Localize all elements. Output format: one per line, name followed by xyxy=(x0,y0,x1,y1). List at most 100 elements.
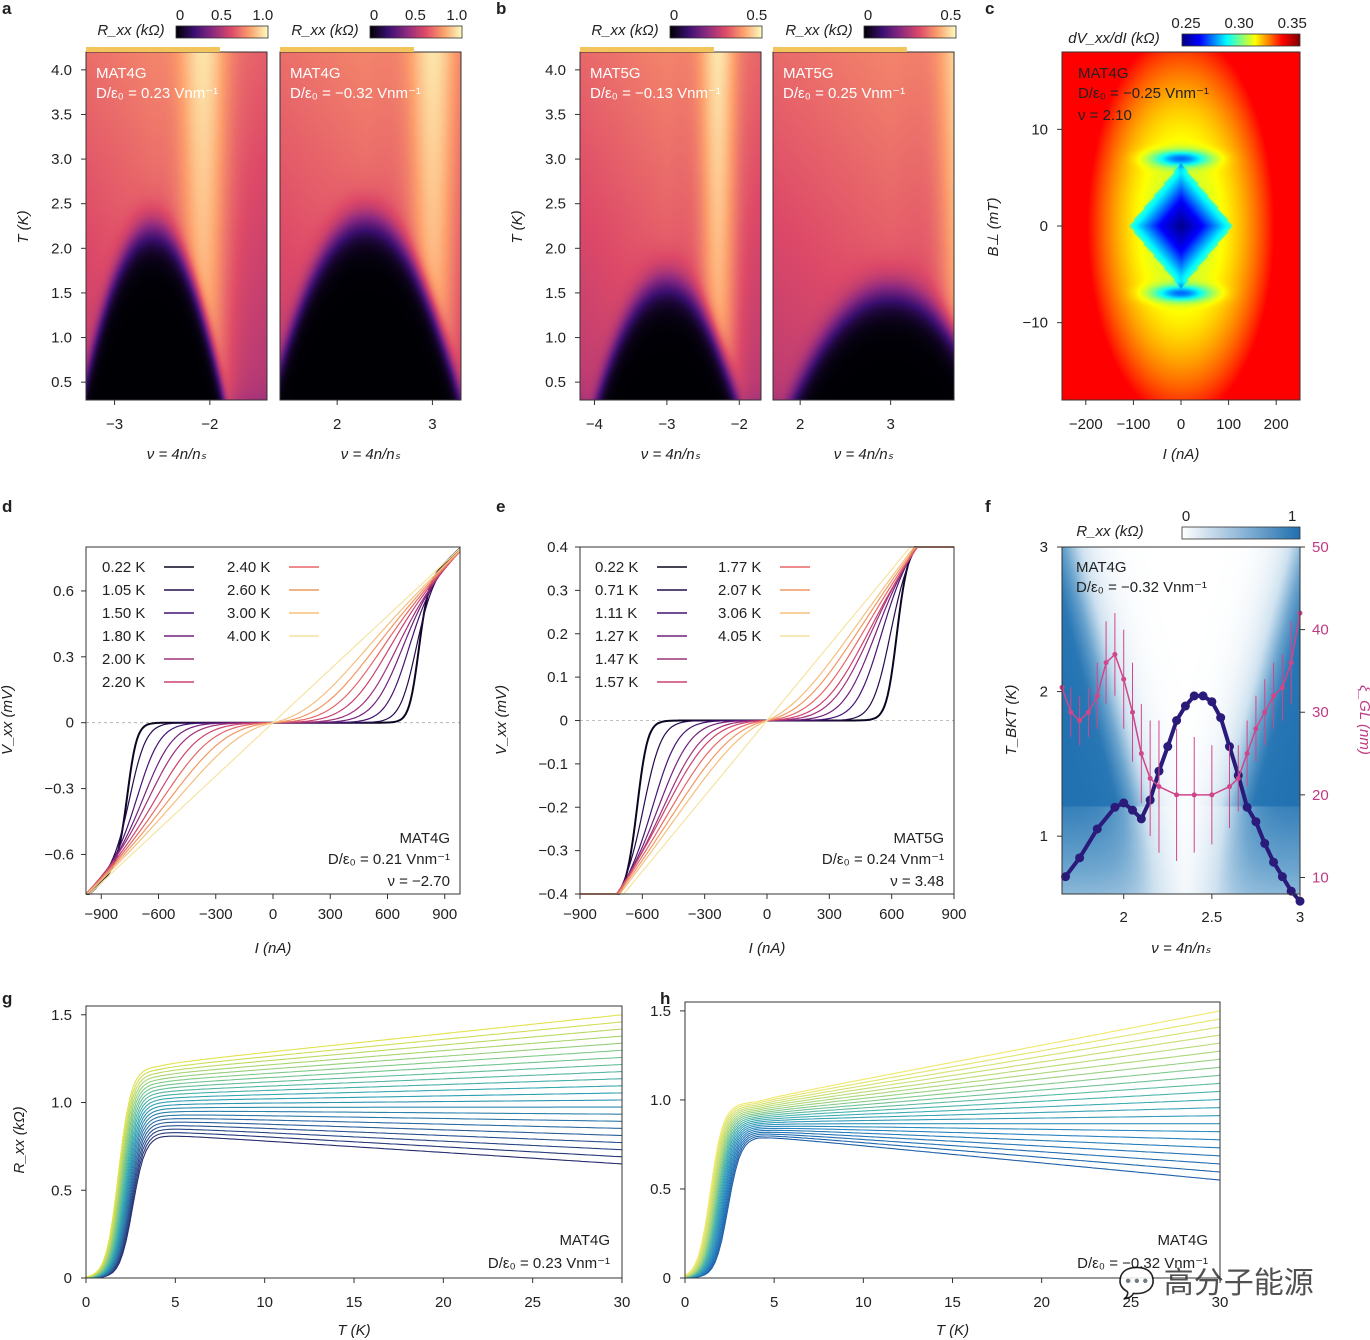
colorbar-b-2-tick-label: 0.5 xyxy=(940,7,961,24)
x-axis-label: I (nA) xyxy=(255,940,292,957)
x-tick-label: 300 xyxy=(318,906,343,923)
rt-curve-g-9 xyxy=(85,1106,622,1279)
rt-curve-h-10 xyxy=(684,1107,1221,1279)
x-tick-label: −2 xyxy=(201,416,218,433)
x-tick-label: 2.5 xyxy=(1201,909,1222,926)
x-tick-label: 3 xyxy=(886,416,894,433)
rt-curve-g-20 xyxy=(85,1028,623,1278)
x-tick-label: −600 xyxy=(142,906,176,923)
plot-frame-f xyxy=(1061,546,1301,895)
colorbar-b-2-tick-label: 0 xyxy=(864,7,872,24)
plot-background xyxy=(685,1002,1220,1278)
legend-label: 2.60 K xyxy=(227,582,270,599)
legend-label: 2.00 K xyxy=(102,651,145,668)
rt-curve-g-22 xyxy=(85,1014,623,1278)
panel-label-e: e xyxy=(496,497,505,516)
x-tick-label: 3 xyxy=(1296,909,1304,926)
y-tick-label: 3.5 xyxy=(51,106,72,123)
y-tick-label: 0.5 xyxy=(545,374,566,391)
x-tick-label: −3 xyxy=(106,416,123,433)
sample-label-b-1: MAT5G xyxy=(590,65,641,82)
colorbar-c-label: dV_xx/dI (kΩ) xyxy=(1068,30,1159,47)
x-tick-label: −4 xyxy=(586,416,603,433)
panel-label-f: f xyxy=(985,497,991,516)
y-tick-label: −0.1 xyxy=(538,756,568,773)
y-tick-label: 1.0 xyxy=(51,330,72,347)
legend-label: 1.80 K xyxy=(102,628,145,645)
colorbar-a-2-tick-label: 0.5 xyxy=(405,7,426,24)
displacement-field-c: D/ε₀ = −0.25 Vnm⁻¹ xyxy=(1078,85,1209,102)
sample-label-f: MAT4G xyxy=(1076,559,1127,576)
rt-curve-h-6 xyxy=(684,1127,1221,1279)
displacement-field-g: D/ε₀ = 0.23 Vnm⁻¹ xyxy=(488,1255,610,1272)
colorbar-a-2-tick-label: 1.0 xyxy=(446,7,467,24)
colorbar-c-tick-label: 0.30 xyxy=(1224,15,1253,32)
rt-curve-g-5 xyxy=(85,1121,623,1279)
y-tick-label: 1.0 xyxy=(545,330,566,347)
rt-curve-h-19 xyxy=(684,1034,1221,1277)
rt-curve-h-9 xyxy=(684,1115,1221,1279)
colorbar-b-1-bar xyxy=(669,25,763,39)
rt-curve-h-16 xyxy=(684,1058,1221,1278)
y-axis-label: R_xx (kΩ) xyxy=(11,1106,28,1173)
rt-curve-h-22 xyxy=(684,1010,1221,1276)
y-tick-label: 0.4 xyxy=(547,539,568,556)
y-tick-label: 3.0 xyxy=(545,151,566,168)
x-tick-label: −300 xyxy=(199,906,233,923)
displacement-field-b-2: D/ε₀ = 0.25 Vnm⁻¹ xyxy=(783,85,905,102)
panel-label-d: d xyxy=(2,497,12,516)
rt-curve-h-18 xyxy=(684,1042,1221,1278)
xi-line xyxy=(1061,612,1301,796)
rt-curve-h-20 xyxy=(684,1026,1221,1277)
x-axis-label: I (nA) xyxy=(1163,446,1200,463)
rt-curve-h-7 xyxy=(684,1125,1220,1279)
x-tick-label: 25 xyxy=(524,1294,541,1311)
displacement-field-b-1: D/ε₀ = −0.13 Vnm⁻¹ xyxy=(590,85,721,102)
y-tick-label: 1.0 xyxy=(650,1092,671,1109)
x-tick-label: 30 xyxy=(614,1294,631,1311)
rt-curve-g-6 xyxy=(85,1118,623,1279)
y-axis-label: T (K) xyxy=(509,210,526,243)
y2-tick-label: 20 xyxy=(1312,787,1329,804)
rt-curve-g-14 xyxy=(85,1071,623,1279)
panel-label-c: c xyxy=(985,0,994,18)
x-tick-label: 0 xyxy=(82,1294,90,1311)
rt-curve-g-17 xyxy=(85,1049,623,1278)
y2-tick-label: 40 xyxy=(1312,622,1329,639)
colorbar-a-2-label: R_xx (kΩ) xyxy=(291,22,358,39)
rt-curve-h-17 xyxy=(684,1050,1221,1278)
panel-label-h: h xyxy=(660,989,670,1008)
x-axis-label: ν = 4n/nₛ xyxy=(1151,940,1211,957)
y-tick-label: 0.6 xyxy=(53,583,74,600)
y-tick-label: 0.3 xyxy=(53,649,74,666)
x-tick-label: 10 xyxy=(855,1294,872,1311)
y-tick-label: 0 xyxy=(560,713,568,730)
rt-curve-h-11 xyxy=(684,1098,1221,1278)
rt-curve-h-2 xyxy=(684,1135,1221,1279)
x-axis-label: I (nA) xyxy=(749,940,786,957)
x-tick-label: 5 xyxy=(171,1294,179,1311)
colorbar-a-1-tick-label: 0 xyxy=(176,7,184,24)
x-tick-label: 15 xyxy=(944,1294,961,1311)
rt-curve-g-15 xyxy=(85,1063,623,1279)
legend-label: 1.50 K xyxy=(102,605,145,622)
y-tick-label: 0.1 xyxy=(547,669,568,686)
displacement-field-e: D/ε₀ = 0.24 Vnm⁻¹ xyxy=(822,851,944,868)
y-tick-label: 1.5 xyxy=(51,1007,72,1024)
y-tick-label: −0.3 xyxy=(538,843,568,860)
y-tick-label: 1.5 xyxy=(650,1003,671,1020)
y-tick-label: 0 xyxy=(66,715,74,732)
y-axis-label: V_xx (mV) xyxy=(493,685,510,755)
filling-c: ν = 2.10 xyxy=(1078,107,1132,124)
rt-curve-h-1 xyxy=(684,1137,1221,1279)
panel-label-b: b xyxy=(496,0,506,18)
colorbar-c-bar xyxy=(1181,33,1301,47)
rt-curve-h-21 xyxy=(684,1018,1221,1277)
legend-label: 1.57 K xyxy=(595,674,638,691)
sample-label-h: MAT4G xyxy=(1157,1232,1208,1249)
colorbar-b-1-tick-label: 0 xyxy=(670,7,678,24)
legend-label: 0.22 K xyxy=(595,559,638,576)
y-tick-label: −0.4 xyxy=(538,886,568,903)
x-tick-label: 900 xyxy=(432,906,457,923)
